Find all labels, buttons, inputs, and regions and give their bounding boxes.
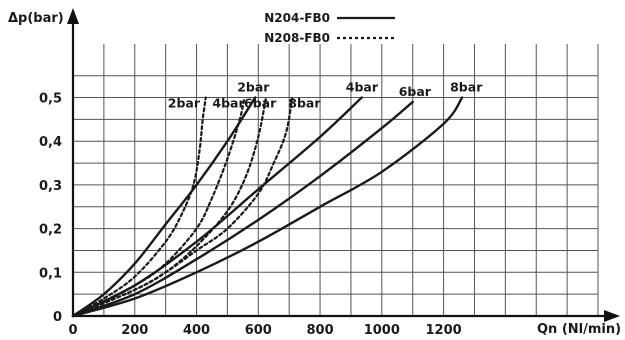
x-tick-label: 1200 <box>425 323 461 338</box>
x-tick-label: 0 <box>68 323 77 338</box>
x-tick-label: 600 <box>245 323 272 338</box>
y-tick-label: 0,3 <box>39 179 62 194</box>
series-label: 4bar <box>212 96 245 111</box>
series-line-n208-fb0-4bar <box>71 96 246 318</box>
x-tick-label: 1000 <box>364 323 400 338</box>
y-tick-label: 0 <box>53 310 62 325</box>
x-axis-title: Qn (Nl/min) <box>537 322 621 337</box>
tick-labels: 0 200 400 600 800 1000 1200 0 0,1 0,2 0,3 0,4 0,5 <box>39 92 462 338</box>
series-line-n204-fb0-6bar <box>71 100 414 318</box>
x-tick-label: 400 <box>183 323 210 338</box>
series-line-n204-fb0-2bar <box>71 96 257 318</box>
series-group <box>71 96 464 318</box>
series-label: 6bar <box>399 84 432 99</box>
y-axis-arrow <box>67 8 79 24</box>
series-label: 6bar <box>244 96 277 111</box>
series-label: 8bar <box>450 80 483 95</box>
x-axis-arrow <box>604 310 620 322</box>
series-label: 2bar <box>168 96 201 111</box>
series-line-n204-fb0-8bar <box>71 96 464 318</box>
series-label: 2bar <box>237 80 270 95</box>
legend-label: N208-FB0 <box>264 31 330 45</box>
y-tick-label: 0,1 <box>39 266 62 281</box>
series-line-n208-fb0-8bar <box>71 96 294 318</box>
legend: N204-FB0 N208-FB0 <box>264 11 395 45</box>
y-tick-label: 0,4 <box>39 135 62 150</box>
legend-label: N204-FB0 <box>264 11 330 25</box>
grid <box>73 44 599 316</box>
y-axis-title: Δp(bar) <box>8 11 64 26</box>
series-line-n208-fb0-2bar <box>71 96 207 318</box>
x-tick-label: 200 <box>121 323 148 338</box>
series-label: 8bar <box>288 96 321 111</box>
y-tick-label: 0,5 <box>39 92 62 107</box>
series-label: 4bar <box>346 80 379 95</box>
axes <box>67 8 620 322</box>
x-tick-label: 800 <box>306 323 333 338</box>
y-tick-label: 0,2 <box>39 223 62 238</box>
